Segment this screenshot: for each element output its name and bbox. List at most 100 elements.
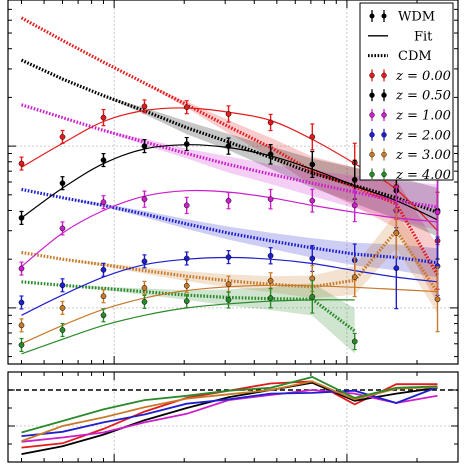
- legend-entry-series-1: z = 0.50: [369, 89, 451, 104]
- wdm-marker: [18, 322, 25, 329]
- wdm-point-series-1-2: [100, 152, 107, 168]
- wdm-marker: [18, 299, 25, 306]
- wdm-marker: [393, 230, 400, 236]
- legend-label-series-4: z = 3.00: [395, 148, 451, 163]
- wdm-marker: [100, 312, 107, 319]
- wdm-point-series-5-7: [309, 280, 316, 314]
- wdm-marker: [100, 293, 107, 300]
- wdm-marker: [309, 255, 316, 262]
- band-series-4: [21, 212, 438, 314]
- wdm-marker: [309, 294, 316, 300]
- wdm-marker: [434, 209, 441, 216]
- wdm-marker: [100, 266, 107, 273]
- legend-label-series-1: z = 0.50: [395, 89, 451, 104]
- legend-label-fit: Fit: [414, 29, 433, 44]
- legend-entry-fit: Fit: [368, 29, 433, 44]
- wdm-marker: [393, 265, 400, 272]
- ratio-line-series-5: [21, 376, 438, 434]
- wdm-marker: [351, 176, 358, 183]
- legend-marker: [369, 171, 375, 178]
- wdm-marker: [225, 143, 232, 149]
- wdm-point-series-4-4: [183, 278, 190, 293]
- band-series-2: [21, 104, 438, 230]
- wdm-point-series-4-9: [393, 208, 400, 258]
- legend-entry-cdm: CDM: [368, 49, 432, 64]
- wdm-marker: [183, 298, 190, 305]
- wdm-marker: [225, 297, 232, 303]
- wdm-point-series-2-1: [59, 221, 66, 236]
- wdm-point-series-4-1: [59, 300, 66, 315]
- cdm-line-series-0: [20, 16, 439, 276]
- wdm-marker: [100, 114, 107, 121]
- legend-entry-series-3: z = 2.00: [369, 128, 451, 143]
- wdm-marker: [59, 282, 66, 289]
- legend-entry-series-5: z = 4.00: [369, 168, 451, 183]
- wdm-point-series-5-2: [100, 308, 107, 323]
- wdm-marker: [59, 180, 66, 187]
- legend-label-series-2: z = 1.00: [395, 109, 451, 124]
- wdm-point-series-2-8: [351, 188, 358, 223]
- wdm-point-series-4-5: [225, 275, 232, 293]
- wdm-point-series-0-5: [225, 105, 232, 123]
- wdm-point-series-0-7: [309, 123, 316, 151]
- wdm-point-series-1-0: [18, 210, 25, 225]
- wdm-point-series-3-2: [100, 262, 107, 277]
- wdm-marker: [434, 296, 441, 303]
- legend: WDM Fit CDM z = 0.00 z = 0.50 z = 1.00 z = 2.0…: [359, 2, 454, 183]
- wdm-marker: [267, 119, 274, 126]
- wdm-point-series-5-8: [351, 332, 358, 351]
- wdm-point-series-0-0: [18, 156, 25, 171]
- wdm-marker: [141, 143, 148, 149]
- wdm-marker: [351, 202, 358, 209]
- wdm-marker: [225, 254, 232, 260]
- wdm-point-series-5-0: [18, 337, 25, 353]
- wdm-point-series-2-4: [183, 196, 190, 215]
- ratio-line-series-4: [21, 380, 438, 442]
- wdm-marker: [267, 295, 274, 301]
- legend-label-series-0: z = 0.00: [395, 69, 451, 84]
- wdm-point-series-4-6: [267, 272, 274, 290]
- ratio-plot-frame: [8, 372, 458, 462]
- wdm-point-series-2-7: [309, 188, 316, 213]
- cdm-line-series-1: [20, 58, 439, 214]
- wdm-marker: [267, 277, 274, 284]
- main-wdm-points: [18, 99, 441, 353]
- main-plot-border: [7, 0, 459, 365]
- legend-label-wdm: WDM: [398, 10, 435, 25]
- wdm-marker: [100, 157, 107, 163]
- wdm-marker: [141, 258, 148, 265]
- legend-wdm-marker: [369, 13, 375, 19]
- wdm-point-series-1-1: [59, 176, 66, 191]
- wdm-marker: [309, 134, 316, 140]
- wdm-point-series-3-3: [141, 254, 148, 269]
- wdm-point-series-1-7: [309, 150, 316, 179]
- legend-entry-series-2: z = 1.00: [369, 109, 451, 124]
- legend-label-series-5: z = 4.00: [395, 168, 451, 183]
- wdm-point-series-4-3: [141, 280, 148, 295]
- wdm-point-series-0-3: [141, 99, 148, 114]
- wdm-marker: [59, 327, 66, 333]
- wdm-point-series-5-3: [141, 294, 148, 309]
- wdm-marker: [267, 252, 274, 259]
- main-panel: WDM Fit CDM z = 0.00 z = 0.50 z = 1.00 z = 2.0…: [7, 0, 459, 365]
- legend-label-series-3: z = 2.00: [395, 128, 451, 143]
- wdm-marker: [141, 196, 148, 203]
- legend-marker: [381, 72, 387, 79]
- ratio-line-series-1: [21, 381, 438, 455]
- wdm-point-series-0-6: [267, 113, 274, 132]
- wdm-marker: [59, 305, 66, 311]
- wdm-marker: [18, 342, 25, 348]
- wdm-point-series-1-4: [183, 136, 190, 152]
- legend-marker: [381, 171, 387, 178]
- wdm-marker: [183, 104, 190, 111]
- wdm-marker: [18, 160, 25, 167]
- wdm-point-series-4-10: [434, 266, 441, 333]
- wdm-point-series-1-6: [267, 143, 274, 165]
- wdm-marker: [18, 265, 25, 272]
- legend-marker: [369, 72, 375, 79]
- wdm-point-series-4-8: [351, 257, 358, 298]
- legend-marker: [369, 132, 375, 138]
- wdm-marker: [309, 161, 316, 168]
- wdm-marker: [59, 134, 66, 140]
